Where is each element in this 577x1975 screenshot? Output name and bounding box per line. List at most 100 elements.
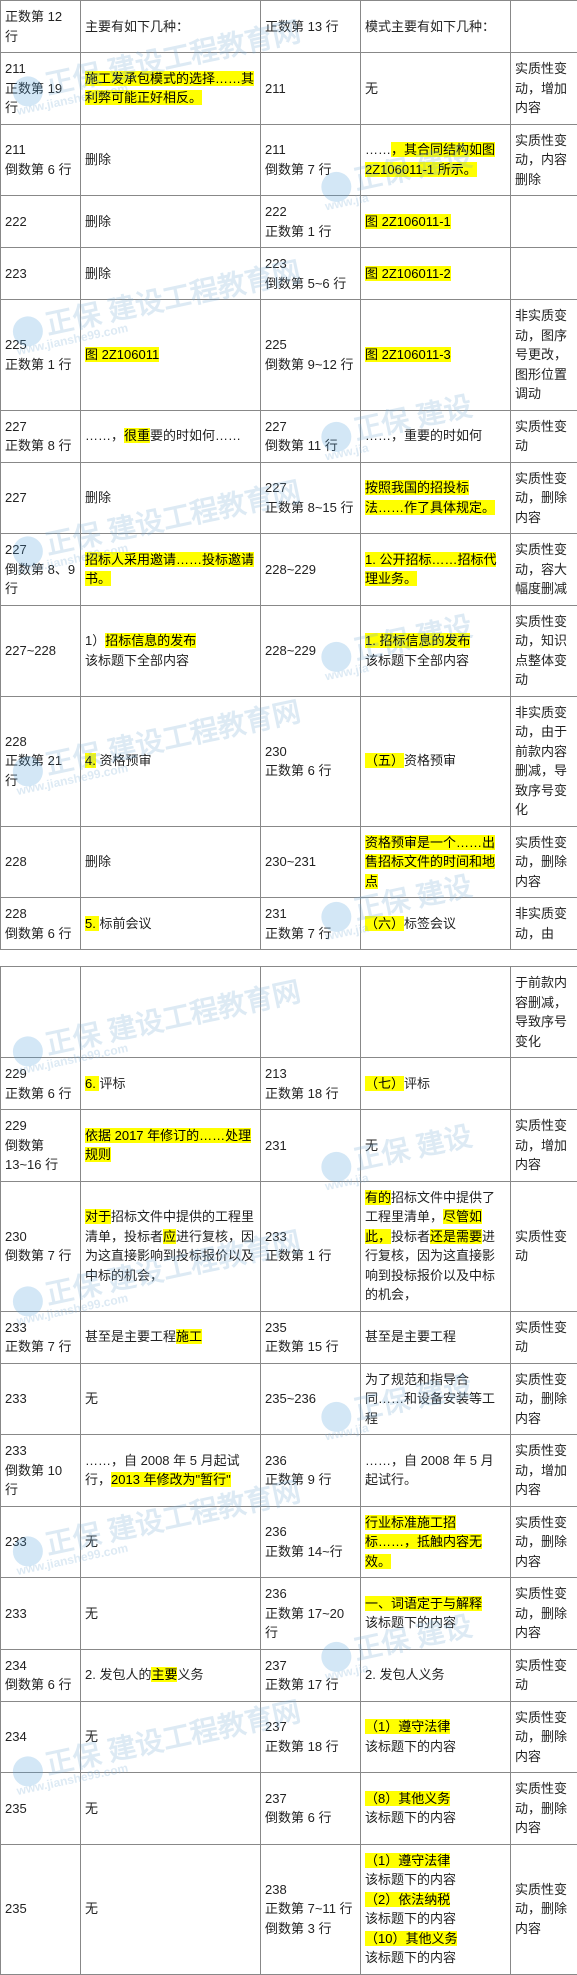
cell-c4: ……，其合同结构如图 2Z106011-1 所示。 (361, 124, 511, 196)
cell-c2: 删除 (81, 196, 261, 248)
cell-c3: 237正数第 18 行 (261, 1701, 361, 1773)
cell-c4: （1）遵守法律该标题下的内容 (361, 1701, 511, 1773)
cell-c4: 为了规范和指导合同……和设备安装等工程 (361, 1363, 511, 1435)
cell-c5: 实质性变动，删除内容 (511, 1701, 577, 1773)
table-row: 227倒数第 8、9 行招标人采用邀请……投标邀请书。228~2291. 公开招… (1, 534, 577, 606)
cell-c5 (511, 1058, 577, 1110)
cell-c5: 实质性变动，删除内容 (511, 1844, 577, 1974)
cell-c4 (361, 967, 511, 1058)
cell-c1: 229倒数第 13~16 行 (1, 1110, 81, 1182)
cell-c5: 实质性变动，删除内容 (511, 462, 577, 534)
cell-c1: 233 (1, 1363, 81, 1435)
cell-c5: 实质性变动，知识点整体变动 (511, 605, 577, 696)
cell-c4: 图 2Z106011-1 (361, 196, 511, 248)
cell-c1: 227倒数第 8、9 行 (1, 534, 81, 606)
cell-c3: 238正数第 7~11 行倒数第 3 行 (261, 1844, 361, 1974)
cell-c4: 图 2Z106011-2 (361, 248, 511, 300)
cell-c4: ……，重要的时如何 (361, 410, 511, 462)
cell-c4: （七）评标 (361, 1058, 511, 1110)
table-row: 223删除223倒数第 5~6 行图 2Z106011-2 (1, 248, 577, 300)
cell-c5 (511, 196, 577, 248)
cell-c2: 无 (81, 1506, 261, 1578)
cell-c5: 实质性变动，增加内容 (511, 1110, 577, 1182)
cell-c5: 实质性变动 (511, 1181, 577, 1311)
table-row: 235无237倒数第 6 行（8）其他义务该标题下的内容实质性变动，删除内容 (1, 1773, 577, 1845)
cell-c1: 228正数第 21 行 (1, 696, 81, 826)
cell-c4: 无 (361, 53, 511, 125)
table-row: 233无236正数第 17~20 行一、词语定于与解释该标题下的内容实质性变动，… (1, 1578, 577, 1650)
cell-c4: 资格预审是一个……出售招标文件的时间和地点 (361, 826, 511, 898)
cell-c2: 图 2Z106011 (81, 300, 261, 411)
cell-c1: 211倒数第 6 行 (1, 124, 81, 196)
cell-c1: 227~228 (1, 605, 81, 696)
table-row: 234无237正数第 18 行（1）遵守法律该标题下的内容实质性变动，删除内容 (1, 1701, 577, 1773)
table-row: 235无238正数第 7~11 行倒数第 3 行（1）遵守法律该标题下的内容（2… (1, 1844, 577, 1974)
cell-c1: 233正数第 7 行 (1, 1311, 81, 1363)
cell-c3 (261, 967, 361, 1058)
cell-c2: 删除 (81, 826, 261, 898)
cell-c1 (1, 967, 81, 1058)
cell-c2: 无 (81, 1773, 261, 1845)
cell-c2: 5. 标前会议 (81, 898, 261, 950)
cell-c3: 正数第 13 行 (261, 1, 361, 53)
cell-c2: 6. 评标 (81, 1058, 261, 1110)
table-row: 227~2281）招标信息的发布该标题下全部内容228~2291. 招标信息的发… (1, 605, 577, 696)
table-row: 227正数第 8 行……，很重要的时如何……227倒数第 11 行……，重要的时… (1, 410, 577, 462)
cell-c2: 无 (81, 1578, 261, 1650)
cell-c5: 实质性变动，删除内容 (511, 1578, 577, 1650)
table-row: 222删除222正数第 1 行图 2Z106011-1 (1, 196, 577, 248)
comparison-table-1: 正数第 12 行主要有如下几种：正数第 13 行模式主要有如下几种：211正数第… (0, 0, 577, 950)
cell-c3: 230正数第 6 行 (261, 696, 361, 826)
cell-c4: 行业标准施工招标……，抵触内容无效。 (361, 1506, 511, 1578)
cell-c4: 2. 发包人义务 (361, 1649, 511, 1701)
cell-c1: 233 (1, 1578, 81, 1650)
cell-c1: 222 (1, 196, 81, 248)
cell-c5: 实质性变动，增加内容 (511, 1435, 577, 1507)
cell-c4: 1. 招标信息的发布该标题下全部内容 (361, 605, 511, 696)
cell-c2: 对于招标文件中提供的工程里清单，投标者应进行复核，因为这直接影响到投标报价以及中… (81, 1181, 261, 1311)
cell-c5: 于前款内容删减，导致序号变化 (511, 967, 577, 1058)
table-row: 正数第 12 行主要有如下几种：正数第 13 行模式主要有如下几种： (1, 1, 577, 53)
cell-c3: 235正数第 15 行 (261, 1311, 361, 1363)
table-row: 229正数第 6 行6. 评标213正数第 18 行（七）评标 (1, 1058, 577, 1110)
cell-c3: 225倒数第 9~12 行 (261, 300, 361, 411)
cell-c2: 主要有如下几种： (81, 1, 261, 53)
cell-c1: 228倒数第 6 行 (1, 898, 81, 950)
cell-c5: 实质性变动，删除内容 (511, 826, 577, 898)
cell-c4: （六）标签会议 (361, 898, 511, 950)
table-row: 233无235~236为了规范和指导合同……和设备安装等工程实质性变动，删除内容 (1, 1363, 577, 1435)
cell-c1: 正数第 12 行 (1, 1, 81, 53)
cell-c3: 222正数第 1 行 (261, 196, 361, 248)
cell-c2: 删除 (81, 124, 261, 196)
table-row: 230倒数第 7 行对于招标文件中提供的工程里清单，投标者应进行复核，因为这直接… (1, 1181, 577, 1311)
cell-c4: ……，自 2008 年 5 月起试行。 (361, 1435, 511, 1507)
cell-c2: 删除 (81, 462, 261, 534)
cell-c2: 依据 2017 年修订的……处理规则 (81, 1110, 261, 1182)
cell-c3: 211倒数第 7 行 (261, 124, 361, 196)
cell-c2: ……，自 2008 年 5 月起试行，2013 年修改为"暂行" (81, 1435, 261, 1507)
cell-c5: 实质性变动，删除内容 (511, 1506, 577, 1578)
table-row: 225正数第 1 行图 2Z106011225倒数第 9~12 行图 2Z106… (1, 300, 577, 411)
cell-c5: 实质性变动，容大幅度删减 (511, 534, 577, 606)
cell-c3: 223倒数第 5~6 行 (261, 248, 361, 300)
cell-c1: 223 (1, 248, 81, 300)
cell-c1: 228 (1, 826, 81, 898)
cell-c3: 233正数第 1 行 (261, 1181, 361, 1311)
table-row: 228删除230~231资格预审是一个……出售招标文件的时间和地点实质性变动，删… (1, 826, 577, 898)
cell-c1: 227 (1, 462, 81, 534)
cell-c3: 213正数第 18 行 (261, 1058, 361, 1110)
cell-c1: 230倒数第 7 行 (1, 1181, 81, 1311)
cell-c4: 无 (361, 1110, 511, 1182)
table-row: 于前款内容删减，导致序号变化 (1, 967, 577, 1058)
cell-c2: 招标人采用邀请……投标邀请书。 (81, 534, 261, 606)
cell-c1: 229正数第 6 行 (1, 1058, 81, 1110)
cell-c2: 无 (81, 1701, 261, 1773)
cell-c2: 2. 发包人的主要义务 (81, 1649, 261, 1701)
cell-c2: 4. 资格预审 (81, 696, 261, 826)
cell-c2: 无 (81, 1363, 261, 1435)
table-row: 234倒数第 6 行2. 发包人的主要义务237正数第 17 行2. 发包人义务… (1, 1649, 577, 1701)
cell-c3: 227正数第 8~15 行 (261, 462, 361, 534)
cell-c4: （8）其他义务该标题下的内容 (361, 1773, 511, 1845)
table-row: 228倒数第 6 行5. 标前会议231正数第 7 行（六）标签会议非实质变动，… (1, 898, 577, 950)
table-row: 233无236正数第 14~行行业标准施工招标……，抵触内容无效。实质性变动，删… (1, 1506, 577, 1578)
